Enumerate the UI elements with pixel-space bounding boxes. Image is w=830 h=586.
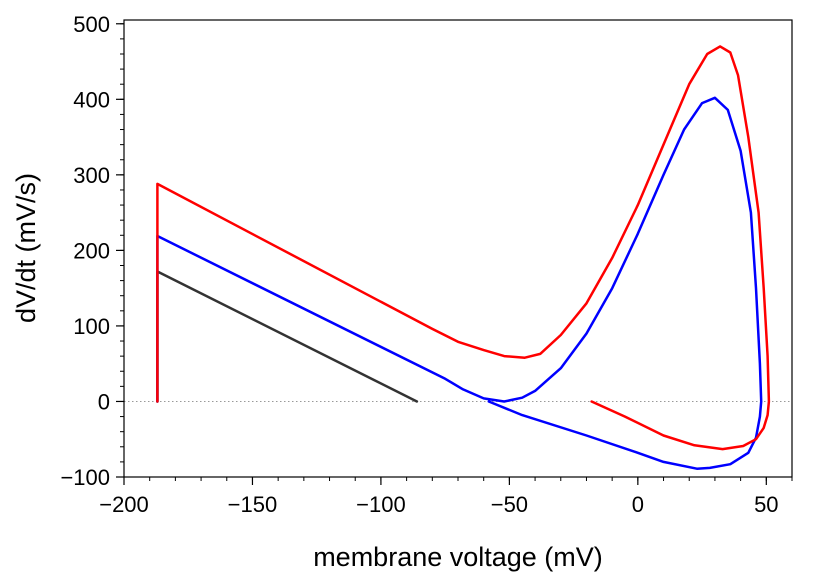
series-line-2 [156, 45, 771, 451]
y-tick-label: 300 [73, 163, 110, 188]
y-tick-label: 500 [73, 12, 110, 37]
x-axis-label: membrane voltage (mV) [313, 542, 603, 572]
x-tick-label: −50 [491, 492, 528, 517]
plot-area [123, 19, 793, 478]
series-line-1 [156, 96, 763, 470]
y-tick-label: 200 [73, 238, 110, 263]
y-tick-label: −100 [60, 465, 110, 490]
y-tick-label: 0 [98, 389, 110, 414]
x-tick-label: −100 [356, 492, 406, 517]
series-line-0 [156, 270, 419, 403]
y-axis: −100 0 100 200 300 400 500 [60, 12, 124, 490]
x-axis: −200 −150 −100 −50 0 50 [99, 477, 793, 517]
y-tick-label: 400 [73, 87, 110, 112]
x-tick-label: 50 [754, 492, 778, 517]
x-tick-label: −150 [228, 492, 278, 517]
y-axis-label: dV/dt (mV/s) [11, 173, 41, 323]
y-tick-label: 100 [73, 314, 110, 339]
plot-frame [123, 19, 793, 478]
x-tick-label: −200 [99, 492, 149, 517]
x-tick-label: 0 [632, 492, 644, 517]
